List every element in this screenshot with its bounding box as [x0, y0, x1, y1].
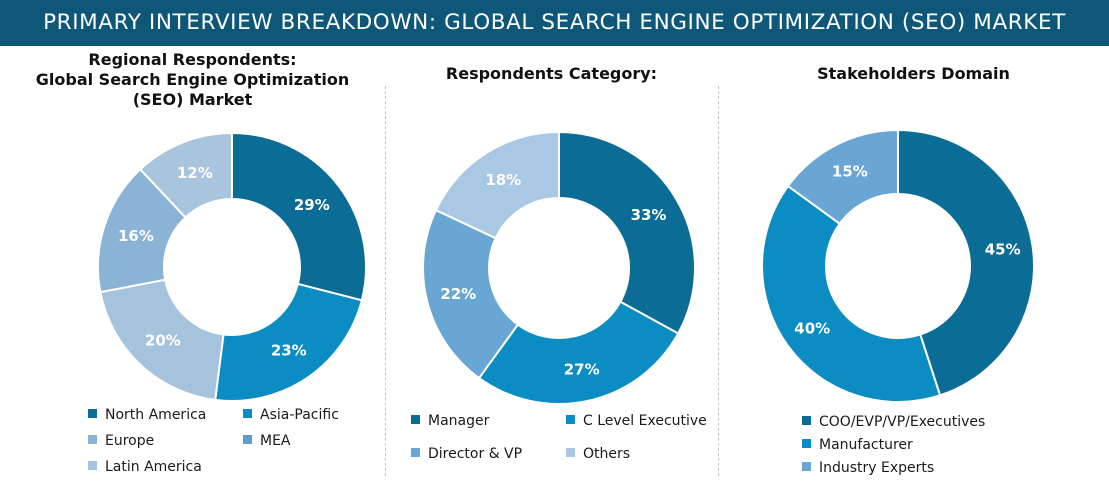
legend-label: Manufacturer: [819, 437, 913, 453]
legend-item: MEA: [243, 432, 291, 450]
legend-swatch: [802, 462, 811, 471]
legend-item: Latin America: [88, 458, 202, 476]
legend-item: COO/EVP/VP/Executives: [802, 413, 985, 431]
slice-manager: [558, 130, 696, 335]
slice-label-industry-experts: 15%: [832, 163, 868, 181]
legend-item: Director & VP: [411, 445, 522, 463]
slice-label-latin-america: 20%: [145, 332, 181, 350]
slice-asia-pacific: [214, 282, 364, 402]
slice-c-level-executive: [477, 300, 680, 405]
stakeholders-domain-panel: Stakeholders Domain 45% 40% 15% COO/EVP/VP…: [718, 46, 1109, 483]
slice-label-europe: 16%: [118, 227, 154, 245]
slice-label-manufacturer: 40%: [794, 319, 830, 337]
legend-label: MEA: [260, 433, 291, 449]
legend-label: Europe: [105, 433, 155, 449]
slice-north-america: [231, 131, 367, 302]
legend-swatch: [566, 448, 575, 457]
slice-coo-evp-vp-executives: [897, 128, 1035, 397]
legend-item: Manufacturer: [802, 436, 913, 454]
chart-title-line: Regional Respondents:: [88, 50, 297, 69]
legend-swatch: [88, 409, 97, 418]
respondents-category-panel: Respondents Category: 33% 27% 22% 18% Manag…: [385, 46, 718, 483]
legend-label: North America: [105, 407, 207, 423]
slice-mea: [138, 131, 233, 219]
legend-swatch: [802, 416, 811, 425]
slice-label-others: 18%: [485, 171, 521, 189]
legend-label: Manager: [428, 413, 490, 429]
page-title: PRIMARY INTERVIEW BREAKDOWN: GLOBAL SEAR…: [43, 10, 1066, 35]
legend-item: North America: [88, 406, 206, 424]
slice-others: [434, 130, 560, 240]
legend-item: Industry Experts: [802, 459, 934, 477]
slice-industry-experts: [786, 128, 899, 226]
slice-label-asia-pacific: 23%: [271, 342, 307, 360]
legend-label: Industry Experts: [819, 460, 935, 476]
panel-divider: [385, 86, 386, 476]
chart-title-line: (SEO) Market: [132, 90, 253, 109]
legend-swatch: [566, 415, 575, 424]
legend-label: Latin America: [105, 459, 202, 475]
legend-item: Others: [566, 445, 630, 463]
slice-manufacturer: [761, 184, 942, 403]
legend-item: Asia-Pacific: [243, 406, 339, 424]
legend-label: Others: [583, 446, 631, 462]
respondents-category-donut-chart: 33% 27% 22% 18%: [422, 130, 696, 405]
legend-swatch: [243, 409, 252, 418]
legend-swatch: [802, 439, 811, 448]
legend-label: Asia-Pacific: [260, 407, 339, 423]
chart-title: Stakeholders Domain: [718, 64, 1109, 84]
slice-label-mea: 12%: [177, 164, 213, 182]
legend-swatch: [243, 435, 252, 444]
legend-item: C Level Executive: [566, 412, 707, 430]
slice-label-c-level-executive: 27%: [564, 360, 600, 378]
legend-swatch: [411, 448, 420, 457]
legend-swatch: [88, 435, 97, 444]
slice-label-manager: 33%: [631, 206, 667, 224]
legend-item: Manager: [411, 412, 489, 430]
legend-swatch: [88, 461, 97, 470]
legend-item: Europe: [88, 432, 154, 450]
legend-swatch: [411, 415, 420, 424]
slice-label-north-america: 29%: [294, 196, 330, 214]
chart-title: Respondents Category:: [385, 64, 718, 84]
page-title-banner: PRIMARY INTERVIEW BREAKDOWN: GLOBAL SEAR…: [0, 0, 1109, 46]
regional-respondents-panel: Regional Respondents: Global Search Engi…: [0, 46, 385, 483]
stakeholders-domain-donut-chart: 45% 40% 15%: [761, 128, 1035, 403]
panel-divider: [718, 86, 719, 476]
legend-label: Director & VP: [428, 446, 523, 462]
slice-label-director-vp: 22%: [440, 285, 476, 303]
legend-label: C Level Executive: [583, 413, 707, 429]
chart-title: Regional Respondents: Global Search Engi…: [0, 50, 385, 110]
slice-label-coo-evp-vp-executives: 45%: [985, 240, 1021, 258]
chart-title-line: Stakeholders Domain: [817, 64, 1010, 83]
slice-latin-america: [99, 278, 225, 402]
legend-label: COO/EVP/VP/Executives: [819, 414, 986, 430]
regional-donut-chart: 29% 23% 20% 16% 12%: [97, 131, 367, 402]
chart-title-line: Respondents Category:: [445, 64, 658, 83]
slice-director-vp: [422, 208, 520, 380]
chart-title-line: Global Search Engine Optimization: [35, 70, 350, 89]
